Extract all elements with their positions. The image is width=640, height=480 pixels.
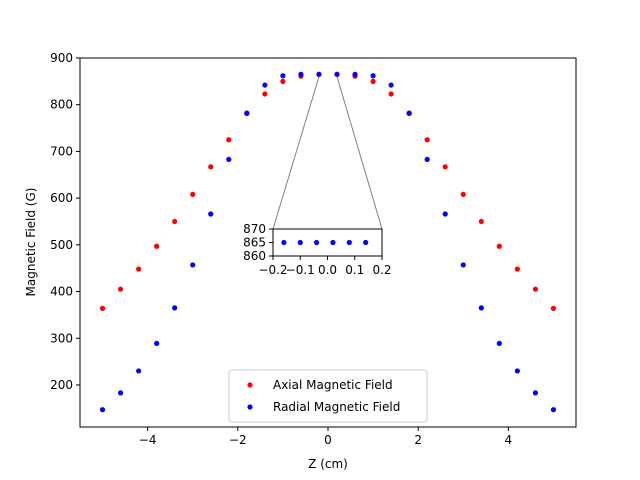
data-point [280,73,286,79]
inset-x-tick-label: 0.0 [318,263,337,277]
data-point [316,71,322,77]
data-point [244,110,250,116]
inset-y-tick-label: 870 [243,222,266,236]
data-point [478,218,484,225]
data-point [280,78,286,84]
y-tick-label: 700 [50,144,73,158]
x-axis-ticks: −4 −2 0 2 4 [139,427,512,447]
data-point [496,243,502,249]
inset-data-point [314,239,320,246]
data-point [514,266,520,272]
data-point [460,262,466,268]
inset-data-point [363,239,369,246]
data-point [532,390,539,396]
data-point [388,82,394,88]
data-point [136,368,142,374]
legend-entry: Radial Magnetic Field [273,400,400,414]
legend-entry: Axial Magnetic Field [273,378,393,392]
data-point [532,286,539,292]
x-axis-label: Z (cm) [308,457,348,471]
data-point [442,164,448,170]
legend: Axial Magnetic Field Radial Magnetic Fiel… [228,369,428,423]
inset-x-tick-label: 0.1 [345,263,364,277]
data-point [190,262,196,268]
data-point [154,243,160,249]
data-point [226,137,232,143]
data-point [99,305,106,311]
data-point [370,78,376,84]
data-point [172,305,178,311]
y-tick-label: 900 [50,51,73,65]
x-tick-label: −4 [139,433,157,447]
data-point [99,407,106,413]
data-point [496,340,502,346]
zoom-line-left [272,76,320,230]
data-point [154,340,160,346]
y-axis-label: Magnetic Field (G) [24,188,38,297]
inset-x-tick-label: 0.2 [372,263,391,277]
data-point [172,218,178,225]
zoom-line-right [336,76,383,230]
inset-data-point [297,239,303,246]
data-point [117,390,124,396]
data-point [460,191,466,197]
data-point [226,156,232,162]
legend-box [228,369,428,423]
data-point [370,73,376,79]
data-point [117,286,124,292]
inset-x-tick-label: −0.2 [258,263,287,277]
legend-marker [247,382,253,388]
data-point [550,407,557,413]
y-tick-label: 400 [50,285,73,299]
x-tick-label: 0 [324,433,332,447]
y-tick-label: 500 [50,238,73,252]
y-tick-label: 300 [50,331,73,345]
data-point [334,71,340,77]
data-point [262,82,268,88]
inset-y-tick-label: 865 [243,236,266,250]
inset-zoom-lines [272,76,383,230]
data-point [136,266,142,272]
y-tick-label: 600 [50,191,73,205]
x-tick-label: 4 [505,433,513,447]
y-axis-ticks: 200 300 400 500 600 700 800 900 [50,51,80,392]
inset-data-point [330,239,336,246]
data-point [550,305,557,311]
legend-marker [247,404,253,410]
x-tick-label: 2 [414,433,422,447]
inset-data-point [346,239,352,246]
data-point [478,305,484,311]
data-point [208,211,214,217]
data-point [514,368,520,374]
data-point [442,211,448,217]
data-point [262,91,268,97]
inset-data-point [281,239,287,246]
y-tick-label: 800 [50,98,73,112]
y-tick-label: 200 [50,378,73,392]
data-point [424,137,430,143]
x-tick-label: −2 [229,433,247,447]
data-point [298,71,304,77]
inset-y-tick-label: 860 [243,249,266,263]
data-point [190,191,196,197]
inset-x-tick-label: −0.1 [286,263,315,277]
data-point [352,71,358,77]
data-point [208,164,214,170]
series-radial [99,71,557,413]
data-point [388,91,394,97]
data-point [406,110,412,116]
data-point [424,156,430,162]
